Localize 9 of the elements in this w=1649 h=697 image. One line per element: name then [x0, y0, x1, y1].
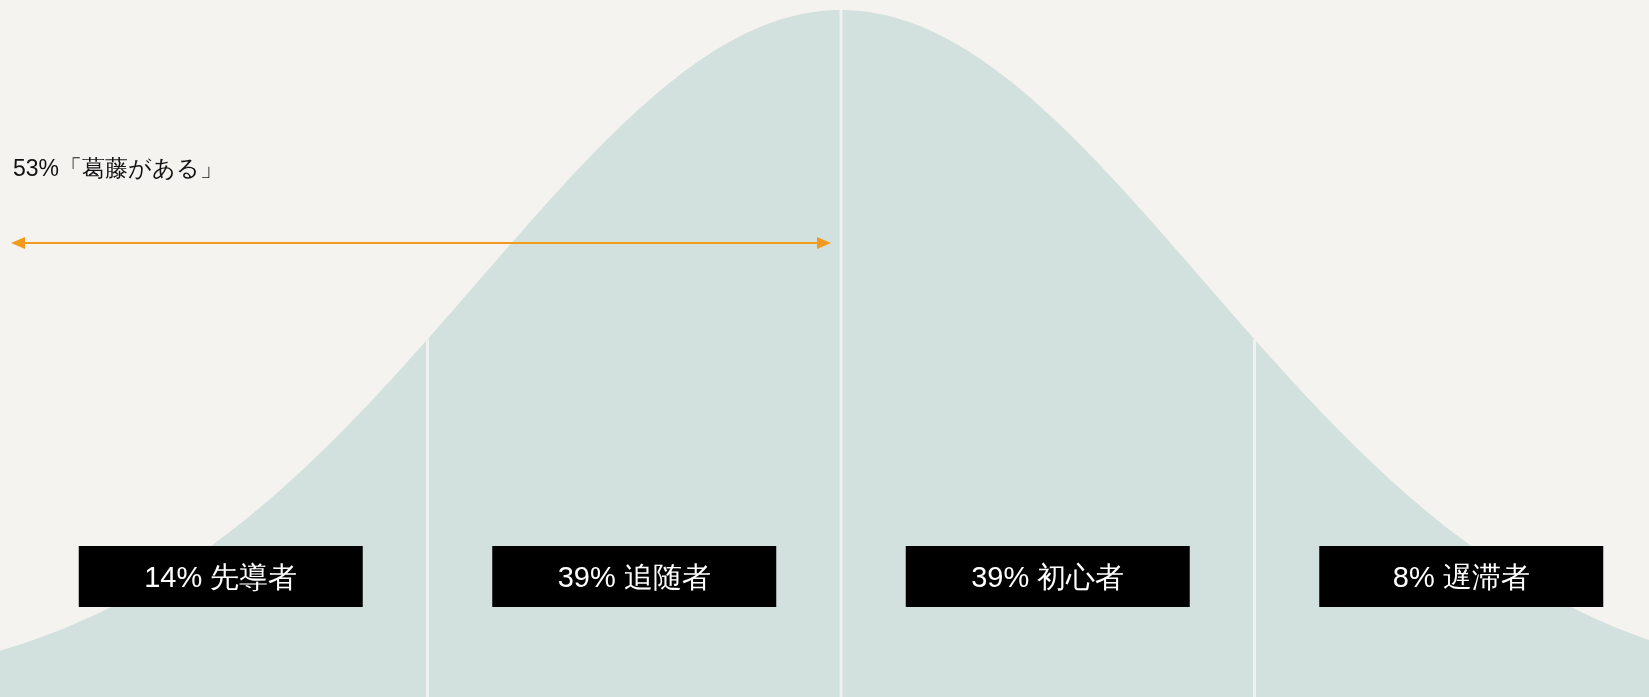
- data-label: 39%: [557, 561, 616, 593]
- category-label: 追随者: [615, 561, 711, 593]
- data-label: 39%: [971, 561, 1030, 593]
- category-label: 初心者: [1029, 561, 1125, 593]
- text: 53%「葛藤がある」: [13, 155, 224, 181]
- data-label: 14%: [144, 561, 203, 593]
- data-label: 8%: [1392, 561, 1435, 593]
- category-label: 遅滞者: [1434, 561, 1530, 593]
- category-label: 先導者: [202, 561, 298, 593]
